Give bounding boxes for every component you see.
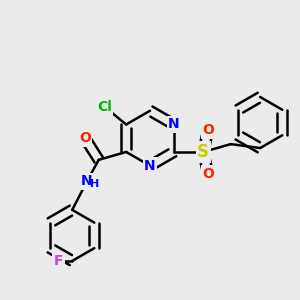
Text: N: N <box>144 159 156 173</box>
Text: H: H <box>90 179 99 189</box>
Text: O: O <box>79 131 91 145</box>
Text: S: S <box>197 143 209 161</box>
Text: O: O <box>202 123 214 137</box>
Text: N: N <box>168 118 180 131</box>
Text: Cl: Cl <box>97 100 112 114</box>
Text: F: F <box>54 254 63 268</box>
Text: O: O <box>202 167 214 181</box>
Text: N: N <box>81 174 93 188</box>
